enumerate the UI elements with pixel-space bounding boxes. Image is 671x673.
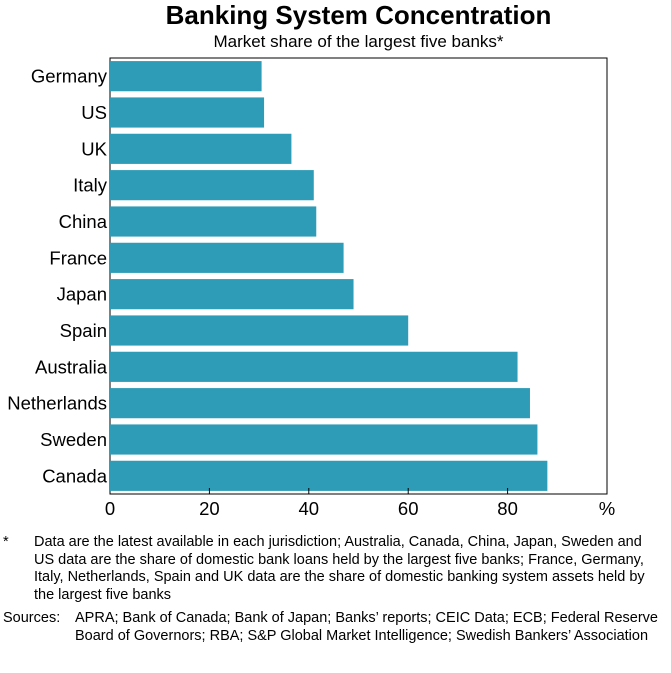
category-label-china: China — [59, 211, 108, 232]
bar-us — [110, 97, 265, 128]
category-label-canada: Canada — [42, 465, 108, 486]
bar-italy — [110, 170, 314, 201]
footnote: * Data are the latest available in each … — [0, 534, 671, 604]
footnote-marker: * — [3, 534, 9, 550]
sources-text: APRA; Bank of Canada; Bank of Japan; Ban… — [75, 610, 658, 644]
bar-canada — [110, 460, 548, 491]
x-tick-label-20: 20 — [199, 498, 220, 519]
bar-chart: Germany US UK Italy China France Japan Spain Aus… — [7, 57, 615, 519]
bar-china — [110, 206, 317, 237]
chart-subtitle: Market share of the largest five banks* — [213, 32, 504, 51]
category-label-germany: Germany — [31, 66, 108, 87]
category-label-us: US — [81, 102, 107, 123]
x-tick-label-0: 0 — [105, 498, 115, 519]
bar-sweden — [110, 424, 538, 455]
plot-frame — [109, 57, 608, 495]
bar-japan — [110, 279, 354, 310]
sources-label: Sources: — [3, 610, 61, 626]
category-label-netherlands: Netherlands — [7, 393, 107, 414]
category-label-japan: Japan — [57, 284, 107, 305]
x-tick-label-40: 40 — [299, 498, 320, 519]
footnote-text: Data are the latest available in each ju… — [34, 534, 645, 603]
x-tick-label-80: 80 — [497, 498, 518, 519]
bar-uk — [110, 133, 292, 164]
bar-spain — [110, 315, 409, 346]
bar-netherlands — [110, 388, 530, 419]
bar-france — [110, 242, 344, 273]
chart-title: Banking System Concentration — [165, 0, 552, 30]
x-unit-label: % — [599, 498, 615, 519]
category-label-spain: Spain — [60, 320, 107, 341]
category-label-france: France — [49, 247, 107, 268]
bar-germany — [110, 61, 262, 92]
notes: * Data are the latest available in each … — [0, 534, 671, 645]
category-label-sweden: Sweden — [40, 429, 107, 450]
sources: Sources: APRA; Bank of Canada; Bank of J… — [0, 610, 671, 645]
category-label-uk: UK — [81, 138, 107, 159]
category-label-italy: Italy — [73, 175, 108, 196]
category-label-australia: Australia — [35, 356, 108, 377]
bar-australia — [110, 351, 518, 382]
x-tick-label-60: 60 — [398, 498, 419, 519]
